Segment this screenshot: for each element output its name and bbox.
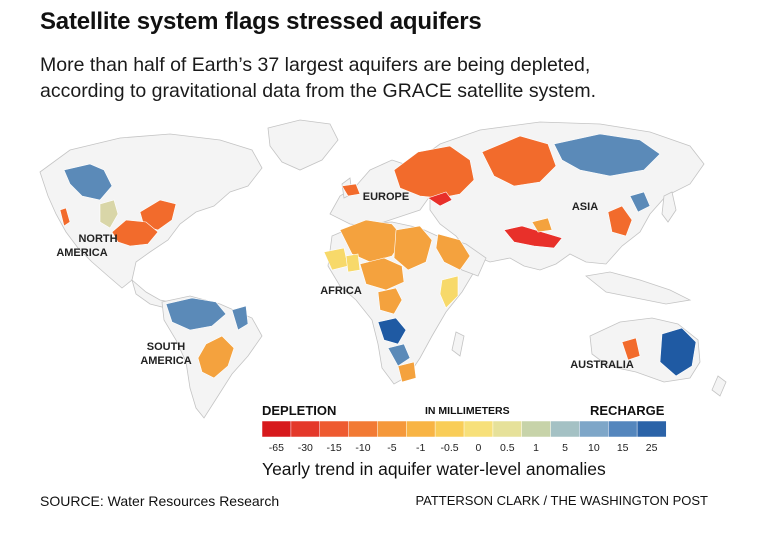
- aquifer-canning: [621, 337, 641, 361]
- credit-note: PATTERSON CLARK / THE WASHINGTON POST: [415, 493, 708, 508]
- aquifer-arabian: [435, 233, 471, 271]
- label-north-america-line2: AMERICA: [56, 247, 107, 259]
- legend-tick-label: 15: [617, 442, 629, 454]
- land-madagascar: [451, 331, 465, 357]
- land-japan: [661, 191, 677, 223]
- label-europe: EUROPE: [363, 191, 409, 203]
- label-asia: ASIA: [572, 201, 598, 213]
- legend-swatch: [377, 420, 407, 438]
- legend-swatch: [463, 420, 494, 438]
- legend-tick-label: 10: [588, 442, 600, 454]
- aquifer-california: [59, 207, 71, 227]
- legend-swatch: [521, 420, 552, 438]
- label-south-america-line1: SOUTH: [147, 341, 186, 353]
- aquifer-nubian: [393, 225, 433, 271]
- legend-swatch: [261, 420, 292, 438]
- aquifer-tibet: [531, 217, 553, 233]
- land-southeast-asia: [585, 271, 692, 305]
- aquifer-us-west: [99, 199, 119, 229]
- legend-swatch: [319, 420, 350, 438]
- legend-swatch: [348, 420, 379, 438]
- legend-swatch: [290, 420, 321, 438]
- legend-swatch: [636, 420, 667, 438]
- legend-recharge-label: RECHARGE: [590, 403, 665, 418]
- legend-tick-labels: -65 -30 -15 -10 -5 -1 -0.5 0 0.5 1 5 10 15 25: [269, 442, 658, 454]
- aquifer-central-africa: [377, 317, 407, 345]
- aquifer-lake-chad: [359, 257, 405, 291]
- legend-swatches: [261, 420, 667, 438]
- land-new-zealand: [711, 375, 727, 397]
- label-south-america-line2: AMERICA: [140, 355, 191, 367]
- legend-tick-label: -0.5: [441, 442, 459, 454]
- subtitle-line-2: according to gravitational data from the…: [40, 80, 596, 102]
- chart-subtitle: More than half of Earth’s 37 largest aqu…: [40, 52, 740, 104]
- legend-depletion-label: DEPLETION: [262, 403, 337, 418]
- legend-swatch: [550, 420, 581, 438]
- aquifer-indus-ganges: [503, 225, 563, 249]
- legend-swatch: [608, 420, 638, 438]
- legend-swatch: [579, 420, 609, 438]
- aquifers: [59, 133, 697, 383]
- legend-tick-label: -5: [387, 442, 396, 454]
- legend-tick-label: -30: [298, 442, 313, 454]
- label-australia: AUSTRALIA: [570, 359, 634, 371]
- legend-caption: Yearly trend in aquifer water-level anom…: [262, 459, 606, 479]
- aquifer-horn-africa: [439, 275, 459, 309]
- aquifer-sudd: [345, 253, 361, 273]
- land-africa: [327, 221, 475, 385]
- chart-title: Satellite system flags stressed aquifers: [40, 8, 482, 35]
- legend-tick-label: 5: [562, 442, 568, 454]
- region-labels: NORTH AMERICA SOUTH AMERICA EUROPE AFRIC…: [56, 191, 633, 371]
- aquifer-kalahari: [387, 343, 411, 367]
- legend-tick-label: -10: [355, 442, 370, 454]
- aquifer-guarani: [197, 335, 235, 379]
- aquifer-asia-northeast: [629, 191, 651, 213]
- aquifer-karoo: [397, 361, 417, 383]
- aquifer-russia-west: [393, 145, 475, 199]
- legend-tick-label: 0: [475, 442, 481, 454]
- legend-swatch: [406, 420, 436, 438]
- legend-tick-label: -65: [269, 442, 284, 454]
- aquifer-northern-europe: [341, 183, 361, 197]
- aquifer-south-america-amazon: [165, 297, 227, 331]
- legend-tick-label: 0.5: [500, 442, 515, 454]
- legend-swatch: [434, 420, 465, 438]
- aquifer-russia-central: [481, 135, 557, 187]
- aquifer-congo: [377, 287, 403, 315]
- aquifer-south-america-east: [231, 305, 249, 331]
- aquifer-us-gulf: [111, 219, 159, 247]
- aquifer-caspian: [427, 191, 453, 207]
- legend-tick-label: 25: [646, 442, 658, 454]
- source-note: SOURCE: Water Resources Research: [40, 493, 280, 509]
- aquifer-siberia: [553, 133, 661, 177]
- label-africa: AFRICA: [320, 285, 362, 297]
- subtitle-line-1: More than half of Earth’s 37 largest aqu…: [40, 54, 591, 76]
- land-greenland: [267, 119, 339, 171]
- legend-tick-label: 1: [533, 442, 539, 454]
- legend-tick-label: -15: [327, 442, 342, 454]
- aquifer-canada-northwest: [63, 163, 113, 201]
- legend-swatch: [492, 420, 523, 438]
- aquifer-great-artesian: [659, 327, 697, 377]
- legend-tick-label: -1: [416, 442, 425, 454]
- legend-unit-label: IN MILLIMETERS: [425, 405, 510, 417]
- label-north-america-line1: NORTH: [78, 233, 117, 245]
- aquifer-north-china: [607, 205, 633, 237]
